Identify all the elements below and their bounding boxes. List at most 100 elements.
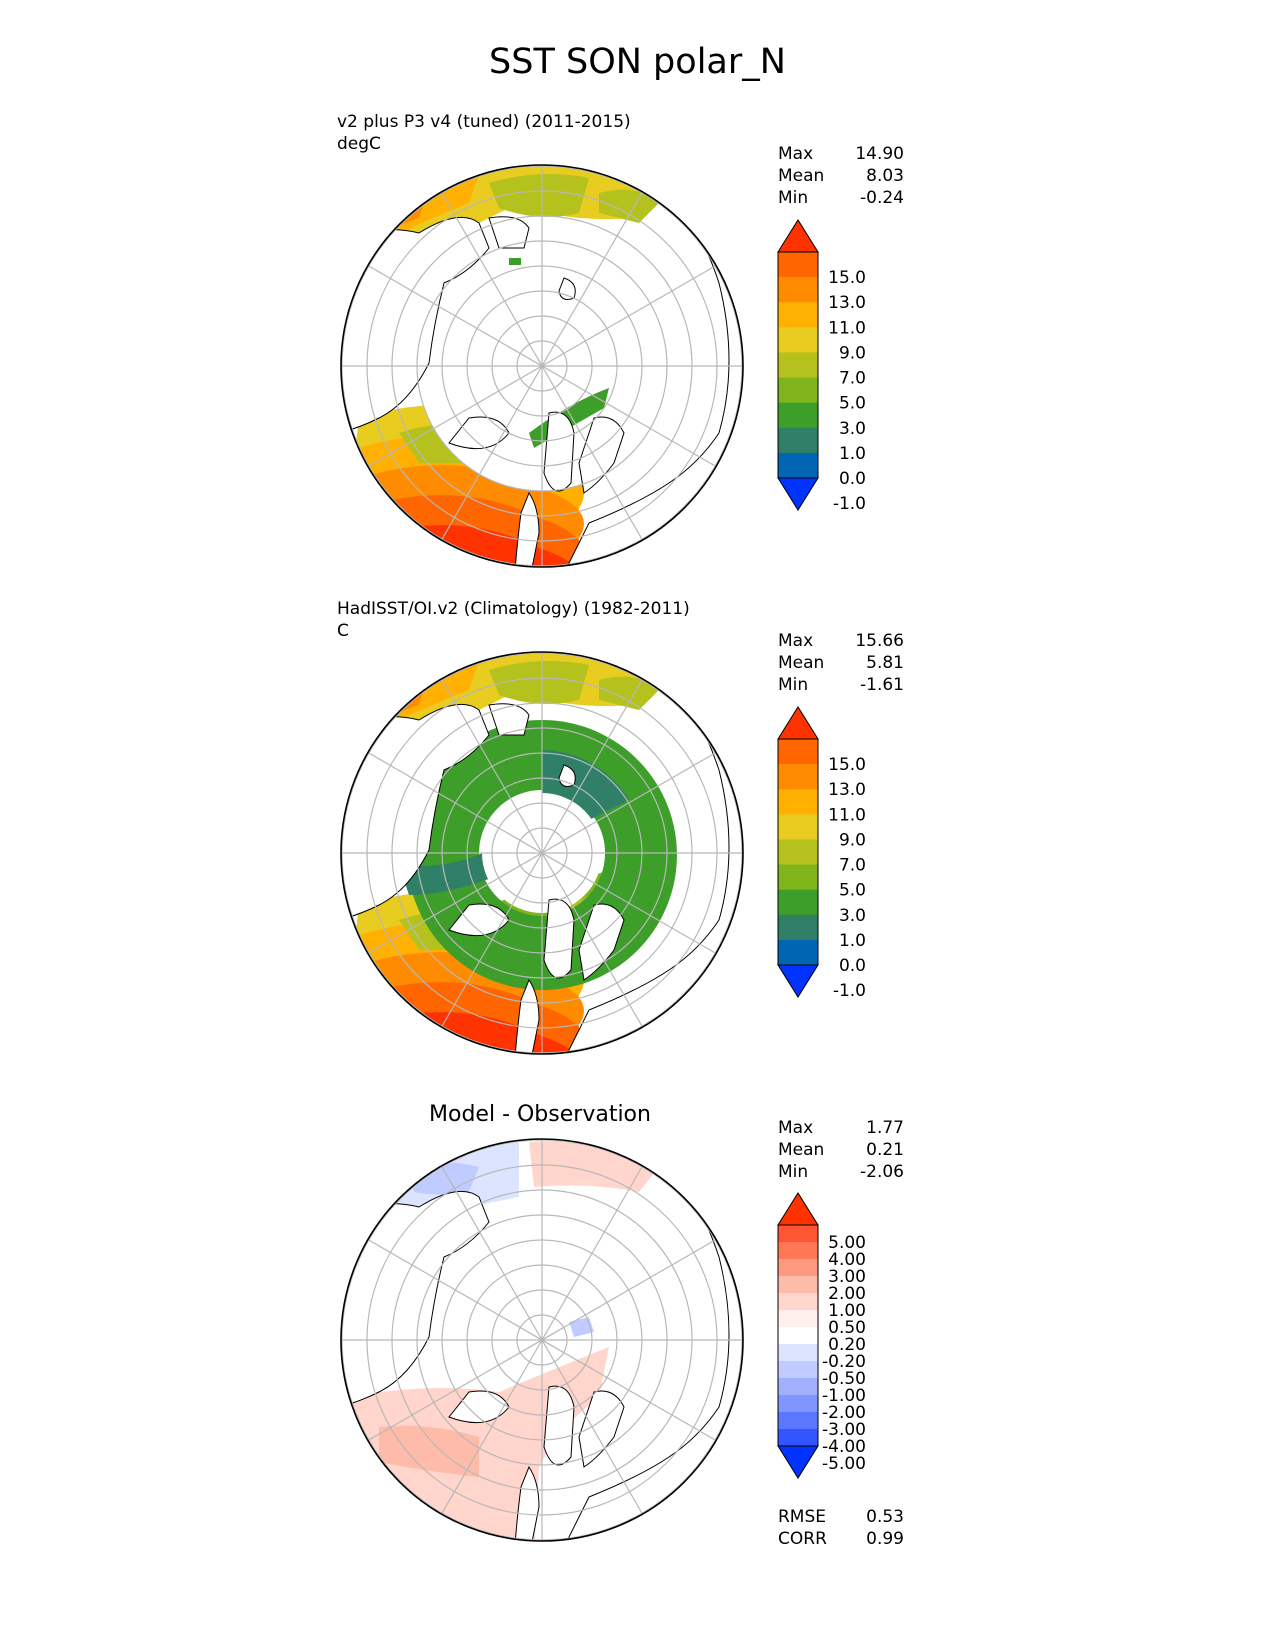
colorbar-segment bbox=[778, 839, 818, 866]
colorbar-segment bbox=[778, 402, 818, 429]
colorbar-tick-label: -5.00 bbox=[822, 1454, 866, 1474]
colorbar-tick-label: -1.0 bbox=[833, 981, 866, 1001]
colorbar-segment bbox=[778, 1412, 818, 1430]
ocean-band-bering bbox=[489, 174, 589, 217]
colorbar-segment bbox=[778, 764, 818, 790]
panel-reference-title: HadISST/OI.v2 (Climatology) (1982-2011) … bbox=[337, 598, 690, 642]
stat-value: 14.90 bbox=[855, 144, 904, 164]
colorbar-segment bbox=[778, 1293, 818, 1311]
colorbar-tick-label: 11.0 bbox=[828, 805, 866, 825]
colorbar-segment bbox=[778, 914, 818, 941]
colorbar-extend-top bbox=[777, 1192, 819, 1226]
colorbar-tick-label: 15.0 bbox=[828, 755, 866, 775]
stat-value: -2.06 bbox=[860, 1162, 904, 1182]
ocean-arctic-cold bbox=[399, 850, 499, 895]
colorbar-tick-label: 5.0 bbox=[839, 881, 866, 901]
land-outline bbox=[543, 898, 575, 979]
stat-value: 15.66 bbox=[855, 631, 904, 651]
colorbar-tick-label: 0.0 bbox=[839, 956, 866, 976]
land-outline bbox=[488, 703, 530, 736]
panel-test-units: degC bbox=[337, 134, 381, 154]
graticule bbox=[341, 652, 743, 1054]
colorbar-tick-label: 15.0 bbox=[828, 268, 866, 288]
colorbar-tick-label: 5.00 bbox=[828, 1233, 866, 1253]
colorbar-segment bbox=[778, 277, 818, 303]
colorbar-segment bbox=[778, 789, 818, 815]
colorbar-tick-label: 13.0 bbox=[828, 293, 866, 313]
stat-label: Max bbox=[778, 631, 814, 651]
polar-map-test bbox=[340, 164, 744, 568]
colorbar-segment bbox=[778, 1242, 818, 1260]
colorbar-difference: 5.004.003.002.001.000.500.20-0.20-0.50-1… bbox=[777, 1192, 866, 1479]
colorbar-segment bbox=[778, 352, 818, 379]
land-outline bbox=[543, 411, 575, 492]
stat-label: Max bbox=[778, 144, 814, 164]
colorbar-tick-label: 13.0 bbox=[828, 780, 866, 800]
stat-value: 0.21 bbox=[866, 1140, 904, 1160]
ocean-patch bbox=[509, 258, 521, 265]
colorbar-tick-label: 1.00 bbox=[828, 1301, 866, 1321]
colorbar-tick-label: -0.20 bbox=[822, 1352, 866, 1372]
colorbar-segment bbox=[778, 1327, 818, 1345]
colorbar-extend-top bbox=[777, 706, 819, 740]
stat-label: Max bbox=[778, 1118, 814, 1138]
colorbar-tick-label: -1.00 bbox=[822, 1386, 866, 1406]
panel-test-title: v2 plus P3 v4 (tuned) (2011-2015) degC bbox=[337, 111, 631, 155]
colorbar-segment bbox=[778, 1361, 818, 1379]
stat-label: Mean bbox=[778, 1140, 825, 1160]
colorbar-tick-label: 4.00 bbox=[828, 1250, 866, 1270]
panel-reference-units: C bbox=[337, 621, 349, 641]
stat-label: Min bbox=[778, 188, 809, 208]
panel-difference-summary: RMSE 0.53 CORR 0.99 bbox=[778, 1506, 904, 1550]
graticule bbox=[341, 165, 743, 567]
colorbar-segment bbox=[778, 1225, 818, 1243]
map-boundary bbox=[340, 651, 744, 1055]
summary-label: RMSE bbox=[778, 1507, 827, 1527]
stat-label: Min bbox=[778, 675, 809, 695]
colorbar-tick-label: 9.0 bbox=[839, 830, 866, 850]
panel-difference-stats: Max 1.77 Mean 0.21 Min -2.06 bbox=[778, 1117, 904, 1183]
polar-map-difference bbox=[340, 1138, 744, 1542]
colorbar-tick-label: 11.0 bbox=[828, 318, 866, 338]
stat-value: -1.61 bbox=[860, 675, 904, 695]
colorbar-segment bbox=[778, 1276, 818, 1294]
meridian-line bbox=[440, 678, 644, 1028]
colorbar-segment bbox=[778, 327, 818, 353]
diff-positive-atlantic bbox=[379, 1425, 479, 1477]
colorbar-tick-label: 3.0 bbox=[839, 906, 866, 926]
figure-title: SST SON polar_N bbox=[489, 42, 786, 82]
land-outline bbox=[341, 703, 490, 921]
colorbar-tick-label: -3.00 bbox=[822, 1420, 866, 1440]
colorbar-frame bbox=[777, 1224, 819, 1447]
diff-positive-pacific bbox=[529, 1141, 659, 1192]
colorbar-segment bbox=[778, 889, 818, 916]
panel-reference-stats: Max 15.66 Mean 5.81 Min -1.61 bbox=[778, 630, 904, 696]
colorbar-frame bbox=[777, 251, 819, 479]
ocean-band-okhotsk bbox=[599, 189, 659, 223]
colorbar-extend-bottom bbox=[777, 964, 819, 998]
colorbar-tick-label: 7.0 bbox=[839, 856, 866, 876]
land-outline bbox=[341, 1190, 490, 1408]
colorbar-frame bbox=[777, 738, 819, 966]
colorbar-segment bbox=[778, 1310, 818, 1328]
panel-test-stats: Max 14.90 Mean 8.03 Min -0.24 bbox=[778, 143, 904, 209]
colorbar-segment bbox=[778, 939, 818, 966]
colorbar-segment bbox=[778, 252, 818, 278]
colorbar-segment bbox=[778, 427, 818, 454]
summary-label: CORR bbox=[778, 1529, 827, 1549]
colorbar-segment bbox=[778, 1344, 818, 1362]
colorbar-tick-label: 1.0 bbox=[839, 444, 866, 464]
colorbar-tick-label: 3.00 bbox=[828, 1267, 866, 1287]
colorbar-tick-label: 0.50 bbox=[828, 1318, 866, 1338]
map-boundary bbox=[340, 164, 744, 568]
meridian-line bbox=[440, 1165, 644, 1515]
colorbar-tick-label: 0.0 bbox=[839, 469, 866, 489]
colorbar-segment bbox=[778, 1378, 818, 1396]
colorbar-tick-label: 7.0 bbox=[839, 369, 866, 389]
colorbar-tick-label: 2.00 bbox=[828, 1284, 866, 1304]
stat-label: Mean bbox=[778, 653, 825, 673]
colorbar-tick-label: 5.0 bbox=[839, 394, 866, 414]
colorbar-extend-bottom bbox=[777, 1445, 819, 1479]
colorbar-segment bbox=[778, 814, 818, 840]
stat-value: -0.24 bbox=[860, 188, 904, 208]
